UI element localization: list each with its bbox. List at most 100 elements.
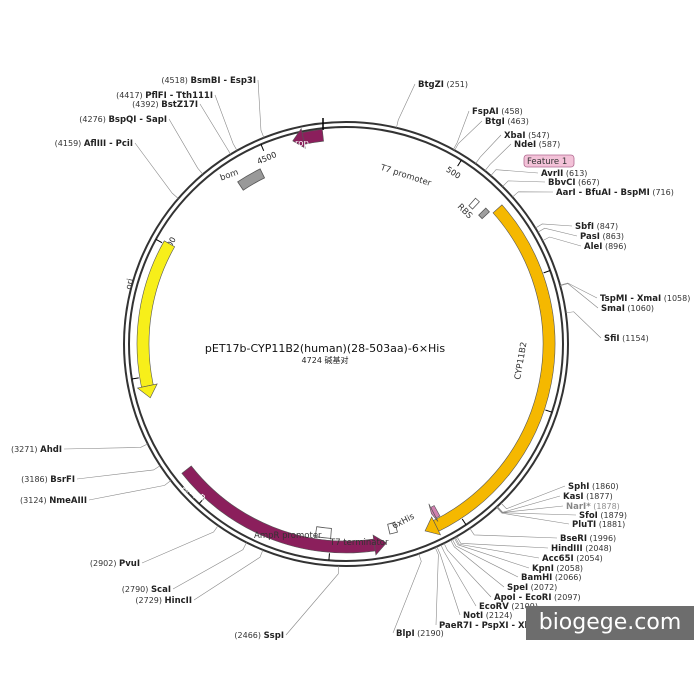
- cyp11b2-label: CYP11B2: [513, 341, 529, 380]
- site-label[interactable]: BlpI (2190): [396, 629, 444, 639]
- tick-mark: [260, 144, 265, 151]
- site-label[interactable]: (2790) ScaI: [122, 585, 171, 595]
- site-label[interactable]: TspMI - XmaI (1058): [600, 294, 690, 304]
- site-leader-line: [199, 103, 231, 155]
- rop-label: rop: [295, 139, 309, 149]
- feature-arrowhead: [424, 516, 442, 536]
- site-leader-line: [484, 143, 512, 172]
- site-label[interactable]: PluTI (1881): [572, 520, 625, 530]
- site-leader-line: [500, 485, 566, 510]
- backbone-inner-circle: [128, 126, 564, 562]
- tick-mark: [131, 377, 139, 380]
- site-label[interactable]: BtgZI (251): [418, 80, 468, 90]
- tick-label: 500: [444, 165, 462, 181]
- site-label[interactable]: (3186) BsrFI: [21, 475, 75, 485]
- features: [136, 127, 575, 556]
- site-label[interactable]: (2902) PvuI: [90, 559, 140, 569]
- site-label[interactable]: EcoRV (2109): [479, 602, 538, 612]
- site-label[interactable]: (2466) SspI: [234, 631, 284, 641]
- feature-box: [314, 526, 332, 539]
- plasmid-name: pET17b-CYP11B2(human)(28-503aa)-6×His: [205, 342, 445, 355]
- site-label[interactable]: HindIII (2048): [551, 544, 612, 554]
- site-leader-line: [88, 480, 172, 501]
- site-label[interactable]: FspAI (458): [472, 107, 523, 117]
- site-leader-line: [193, 549, 264, 601]
- site-label[interactable]: ApoI - EcoRI (2097): [494, 593, 581, 603]
- site-label[interactable]: Acc65I (2054): [542, 554, 603, 564]
- feature-box: [468, 197, 480, 210]
- site-leader-line: [443, 543, 492, 598]
- site-leader-line: [172, 542, 247, 590]
- feature1-box: [523, 154, 575, 168]
- site-label[interactable]: NdeI (587): [514, 140, 560, 150]
- site-label[interactable]: (4518) BsmBI - Esp3I: [161, 76, 256, 86]
- site-label[interactable]: AarI - BfuAI - BspMI (716): [556, 188, 674, 198]
- feature-box: [237, 168, 266, 191]
- site-label[interactable]: SpeI (2072): [507, 583, 557, 593]
- site-leader-line: [434, 547, 439, 626]
- site-leader-line: [512, 191, 554, 198]
- site-leader-line: [535, 223, 573, 229]
- site-leader-line: [141, 525, 219, 564]
- site-leader-line: [440, 544, 477, 607]
- site-label[interactable]: KpnI (2058): [532, 564, 583, 574]
- site-leader-line: [537, 227, 578, 237]
- feature-arc: [433, 204, 556, 532]
- site-leader-line: [76, 465, 161, 480]
- tick-mark: [545, 409, 553, 413]
- site-label[interactable]: (4392) BstZ17I: [132, 100, 198, 110]
- site-leader-line: [475, 134, 502, 164]
- site-leader-line: [502, 180, 546, 187]
- site-label[interactable]: BamHI (2066): [521, 573, 582, 583]
- tick-mark: [461, 518, 467, 526]
- tick-mark: [543, 270, 551, 274]
- site-label[interactable]: (4276) BspQI - SapI: [79, 115, 167, 125]
- site-label[interactable]: SbfI (847): [575, 222, 618, 232]
- site-label[interactable]: (4417) PflFI - Tth111I: [116, 91, 213, 101]
- site-label[interactable]: AleI (896): [584, 242, 626, 252]
- site-leader-line: [469, 528, 558, 539]
- site-label[interactable]: SphI (1860): [568, 482, 619, 492]
- site-leader-line: [542, 236, 582, 247]
- tick-mark: [155, 238, 163, 244]
- tick-mark: [328, 553, 330, 561]
- restriction-sites: BtgZI (251) FspAI (458)BtgI (463) XbaI (54…: [11, 76, 690, 641]
- tick-mark: [457, 159, 462, 167]
- site-leader-line: [559, 282, 598, 299]
- site-label[interactable]: XbaI (547): [504, 131, 550, 141]
- site-leader-line: [453, 110, 470, 150]
- site-leader-line: [214, 94, 238, 151]
- ori-label: ori: [124, 278, 136, 291]
- site-leader-line: [285, 565, 339, 636]
- site-leader-line: [451, 538, 519, 578]
- site-label[interactable]: (2729) HincII: [135, 596, 192, 606]
- feature-arc: [136, 240, 176, 388]
- site-label[interactable]: PasI (863): [580, 232, 624, 242]
- site-label[interactable]: BtgI (463): [485, 117, 529, 127]
- site-label[interactable]: SmaI (1060): [601, 304, 654, 314]
- site-label[interactable]: KasI (1877): [563, 492, 613, 502]
- site-leader-line: [490, 169, 539, 176]
- feature1-label: Feature 1: [527, 157, 567, 167]
- feature-box: [478, 207, 490, 220]
- feature-arrowhead: [292, 127, 306, 149]
- site-leader-line: [134, 142, 179, 199]
- site-leader-line: [436, 546, 461, 616]
- site-leader-line: [453, 537, 530, 569]
- site-label[interactable]: (3271) AhdI: [11, 445, 62, 455]
- site-leader-line: [396, 83, 416, 128]
- site-label[interactable]: (3124) NmeAIII: [20, 496, 87, 506]
- site-label[interactable]: NotI (2124): [463, 611, 512, 621]
- site-label[interactable]: NarI* (1878): [566, 502, 620, 512]
- site-leader-line: [496, 507, 570, 525]
- ampr-promoter-label: AmpR promoter: [254, 531, 322, 541]
- site-label[interactable]: SfiI (1154): [604, 334, 649, 344]
- site-label[interactable]: BbvCI (667): [548, 178, 600, 188]
- site-label[interactable]: AvrII (613): [541, 169, 587, 179]
- site-label[interactable]: BseRI (1996): [560, 534, 616, 544]
- site-label[interactable]: (4159) AflIII - PciI: [55, 139, 133, 149]
- feature-box: [387, 521, 398, 535]
- site-label[interactable]: SfoI (1879): [579, 511, 627, 521]
- site-leader-line: [450, 539, 505, 588]
